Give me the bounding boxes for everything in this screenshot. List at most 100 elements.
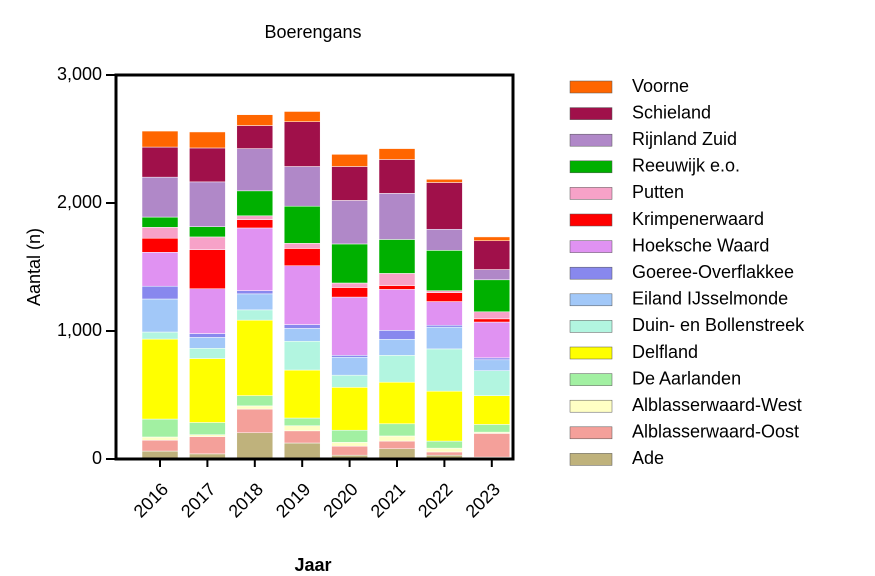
legend-label: Ade: [632, 448, 664, 468]
legend-label: De Aarlanden: [632, 368, 741, 388]
bar-segment: [189, 333, 226, 338]
bar-segment: [331, 200, 368, 245]
bar-segment: [141, 338, 179, 420]
bar-segment: [283, 417, 321, 426]
bar-segment: [236, 114, 274, 126]
bar-segment: [473, 370, 511, 396]
bar-segment: [473, 357, 511, 361]
bar-segment: [426, 290, 463, 293]
bar-segment: [189, 181, 226, 227]
bar-segment: [141, 331, 179, 340]
bar-segment: [473, 279, 511, 313]
bar-segment: [283, 425, 321, 432]
bar-segment: [141, 418, 179, 438]
legend-label: Krimpenerwaard: [632, 209, 764, 229]
bar-segment: [473, 318, 511, 323]
bar-segment: [236, 125, 274, 149]
bar-segment: [283, 369, 321, 419]
legend-swatch: [569, 453, 613, 466]
bar-segment: [141, 227, 179, 239]
bar-segment: [473, 433, 511, 458]
bar-segment: [283, 111, 321, 122]
bar-segment: [331, 355, 368, 358]
bar-segment: [426, 292, 463, 302]
bar-segment: [141, 237, 179, 253]
bar-segment: [141, 298, 179, 333]
bar-segment: [426, 228, 463, 251]
bar-segment: [189, 236, 226, 250]
bar-segment: [473, 269, 511, 281]
bar-segment: [331, 387, 368, 431]
bar-segment: [378, 159, 416, 194]
bar-segment: [331, 429, 368, 443]
bar-segment: [331, 374, 368, 388]
bar-segment: [426, 301, 463, 326]
bar-segment: [473, 311, 511, 320]
bar-segment: [473, 240, 511, 270]
bar-segment: [236, 148, 274, 192]
legend-swatch: [569, 399, 613, 413]
bar-segment: [378, 381, 416, 425]
plot-frame: [114, 73, 515, 461]
bar-segment: [236, 219, 274, 229]
bar-segment: [283, 121, 321, 167]
bar-segment: [189, 337, 226, 349]
bar-segment: [283, 324, 321, 329]
bar-segment: [378, 193, 416, 240]
legend-label: Duin- en Bollenstreek: [632, 315, 805, 335]
bar-segment: [236, 227, 274, 291]
bar-segment: [331, 166, 368, 201]
bar-segment: [378, 435, 416, 442]
bar-segment: [473, 359, 511, 371]
x-tick-label: 2016: [130, 479, 172, 521]
bar-segment: [283, 248, 321, 266]
bar-segment: [331, 243, 368, 284]
legend-label: Goeree-Overflakkee: [632, 262, 794, 282]
bar-segment: [426, 324, 463, 328]
legend-swatch: [569, 107, 613, 120]
legend-swatch: [569, 213, 613, 227]
bar-segment: [331, 442, 368, 447]
y-tick-label: 1,000: [57, 320, 102, 340]
bar-segment: [426, 451, 463, 456]
bar-segment: [141, 439, 179, 452]
legend-swatch: [569, 187, 613, 200]
bar-segment: [236, 408, 274, 434]
legend-swatch: [569, 293, 613, 307]
legend-label: Alblasserwaard-Oost: [632, 422, 799, 442]
bar-segment: [189, 288, 226, 334]
bar-segment: [283, 442, 321, 460]
bar-segment: [426, 179, 463, 183]
bar-segment: [283, 340, 321, 371]
bar-segment: [331, 356, 368, 376]
bar-segment: [236, 293, 274, 311]
bar-segment: [331, 154, 368, 167]
y-tick-label: 2,000: [57, 192, 102, 212]
bar-segment: [236, 319, 274, 396]
bar-segment: [426, 348, 463, 392]
bar-segment: [189, 249, 226, 290]
bar-segment: [283, 328, 321, 342]
bar-segment: [236, 432, 274, 460]
bar-segment: [189, 434, 226, 437]
bar-segment: [189, 358, 226, 423]
legend-swatch: [569, 133, 613, 147]
bar-segment: [426, 390, 463, 442]
bar-segment: [141, 176, 179, 218]
x-tick-label: 2020: [319, 479, 361, 521]
bar-segment: [378, 448, 416, 460]
x-tick-label: 2021: [367, 479, 409, 521]
legend-label: Rijnland Zuid: [632, 129, 737, 149]
x-tick-label: 2019: [272, 479, 314, 521]
legend-swatch: [569, 240, 613, 253]
bar-segment: [141, 216, 179, 228]
bar-segment: [378, 440, 416, 450]
bar-segment: [236, 405, 274, 410]
bar-segment: [426, 250, 463, 291]
chart-title: Boerengans: [264, 22, 361, 42]
bar-segment: [283, 430, 321, 444]
legend-swatch: [569, 373, 613, 386]
legend-swatch: [569, 80, 613, 94]
legend-label: Putten: [632, 182, 684, 202]
bar-segment: [426, 440, 463, 449]
